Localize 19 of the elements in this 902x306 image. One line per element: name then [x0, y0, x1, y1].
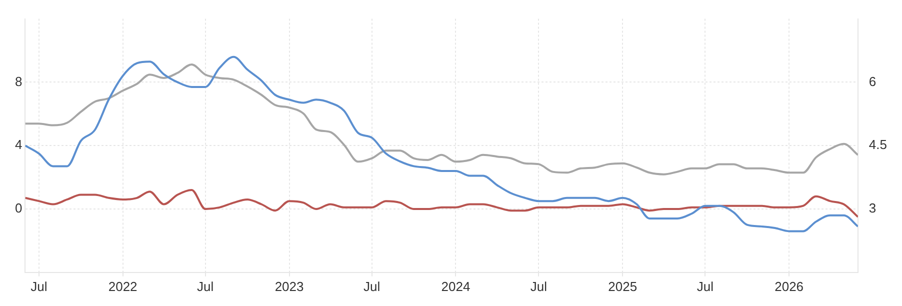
y-tick-label: 8	[14, 74, 22, 89]
y-tick-label: 4	[14, 137, 22, 152]
x-tick-label: 2024	[441, 278, 470, 294]
x-tick-label: Jul	[696, 278, 714, 294]
x-tick-label: Jul	[363, 278, 380, 294]
y-tick-label: 0	[14, 200, 22, 216]
x-tick-label: 2023	[274, 278, 304, 294]
x-tick-label: Jul	[530, 278, 548, 294]
x-tick-label: 2022	[108, 278, 138, 294]
x-tick-label: 2026	[774, 278, 804, 294]
line-series	[25, 188, 858, 218]
line-series	[25, 56, 858, 232]
x-tick-label: Jul	[197, 278, 214, 294]
y2-tick-label: 6	[868, 74, 876, 89]
x-tick-label: 2025	[608, 278, 638, 294]
y2-tick-label: 3	[868, 200, 876, 216]
y2-tick-label: 4.5	[868, 137, 888, 152]
line-series	[25, 63, 858, 176]
x-tick-label: Jul	[30, 278, 48, 294]
